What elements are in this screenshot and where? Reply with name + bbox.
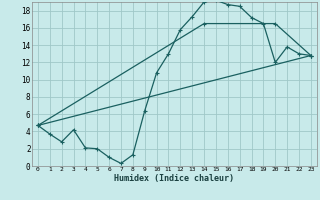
X-axis label: Humidex (Indice chaleur): Humidex (Indice chaleur) <box>115 174 234 183</box>
